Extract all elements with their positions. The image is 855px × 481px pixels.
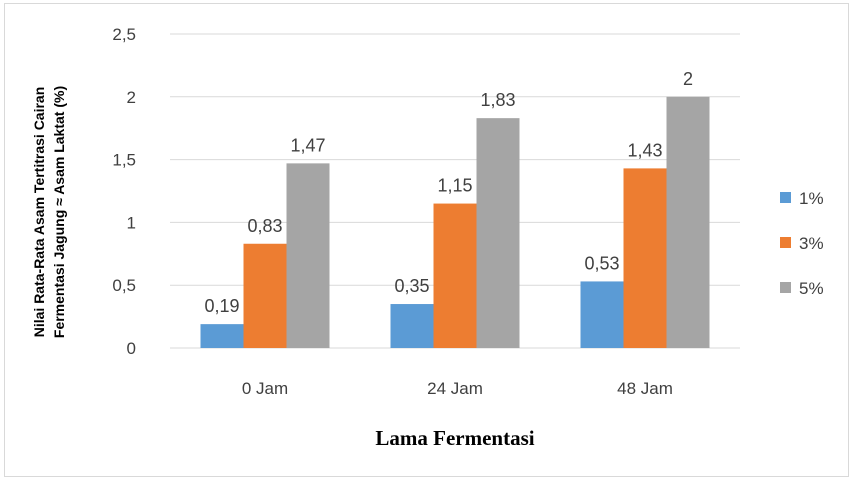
y-tick-label: 1 [127,213,136,232]
x-axis-title: Lama Fermentasi [375,426,534,450]
bar [580,281,624,348]
bar [623,168,667,348]
bars [200,96,710,348]
x-tick-label: 24 Jam [427,379,483,398]
y-tick-label: 2 [127,88,136,107]
data-label: 0,19 [204,296,239,316]
y-tick-label: 0,5 [112,276,136,295]
legend-swatch [780,192,791,203]
bar [200,324,244,348]
y-tick-label: 1,5 [112,151,136,170]
legend-swatch [780,282,791,293]
y-tick-label: 2,5 [112,25,136,44]
data-label: 2 [683,69,693,89]
x-tick-label: 0 Jam [242,379,288,398]
y-axis-title-line2: Fermentasi Jagung ≈ Asam Laktat (%) [51,86,67,338]
data-label: 0,53 [584,253,619,273]
legend-label: 3% [799,234,824,253]
data-label: 1,43 [627,140,662,160]
legend-label: 5% [799,279,824,298]
y-axis-title-line1: Nilai Rata-Rata Asam Tertitrasi Cairan [31,87,47,338]
data-label: 0,35 [394,276,429,296]
legend-swatch [780,237,791,248]
data-labels: 0,19 0,83 1,47 0,35 1,15 1,83 0,53 1,43 2 [204,69,693,316]
legend-label: 1% [799,189,824,208]
bar [666,96,710,348]
bar [390,304,434,348]
x-tick-label: 48 Jam [617,379,673,398]
legend: 1% 3% 5% [780,189,824,298]
bar [243,243,287,348]
data-label: 1,83 [480,90,515,110]
data-label: 1,47 [290,135,325,155]
y-axis-ticks: 0 0,5 1 1,5 2 2,5 [112,25,136,358]
y-tick-label: 0 [127,339,136,358]
data-label: 1,15 [437,176,472,196]
bar [476,118,520,348]
data-label: 0,83 [247,216,282,236]
x-axis-ticks: 0 Jam 24 Jam 48 Jam [242,379,673,398]
bar [433,203,477,348]
bar [286,163,330,348]
